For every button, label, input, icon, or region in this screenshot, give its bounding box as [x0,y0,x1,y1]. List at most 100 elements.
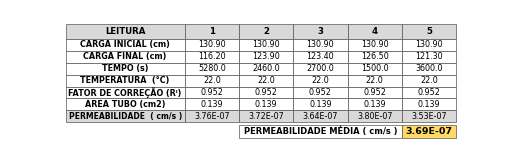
Text: PERMEABILIDADE MÉDIA ( cm/s ): PERMEABILIDADE MÉDIA ( cm/s ) [244,127,397,136]
Text: 130.90: 130.90 [252,40,280,49]
Text: 130.90: 130.90 [306,40,334,49]
Bar [348,75,402,87]
Bar [66,75,185,87]
Text: 0.139: 0.139 [309,100,332,109]
Text: FATOR DE CORREÇÃO (Rᴵ): FATOR DE CORREÇÃO (Rᴵ) [69,87,182,98]
Bar [185,39,239,51]
Bar [239,63,293,75]
Bar [66,39,185,51]
Text: 116.20: 116.20 [198,52,225,61]
Bar [66,63,185,75]
Bar [185,75,239,87]
Text: 0.139: 0.139 [363,100,386,109]
Bar [185,110,239,122]
Bar [185,63,239,75]
Text: 130.90: 130.90 [361,40,388,49]
Bar [293,39,348,51]
Bar [348,39,402,51]
Bar [293,75,348,87]
Bar [348,24,402,39]
Text: 0.952: 0.952 [363,88,386,97]
Text: 0.952: 0.952 [254,88,277,97]
Text: CARGA FINAL (cm): CARGA FINAL (cm) [83,52,167,61]
Bar [239,51,293,63]
Text: 121.30: 121.30 [415,52,443,61]
Bar [66,24,185,39]
Text: AREA TUBO (cm2): AREA TUBO (cm2) [85,100,165,109]
Bar [402,39,456,51]
Text: LEITURA: LEITURA [105,27,146,36]
Bar [66,98,185,110]
Bar [402,110,456,122]
Bar [239,87,293,98]
Bar [185,51,239,63]
Text: 3.64E-07: 3.64E-07 [303,112,338,121]
Bar [402,75,456,87]
Text: 22.0: 22.0 [257,76,275,85]
Bar [66,110,185,122]
Bar [293,110,348,122]
Text: 123.40: 123.40 [306,52,334,61]
Text: 130.90: 130.90 [415,40,443,49]
Bar [402,87,456,98]
Bar [402,125,456,138]
Bar [66,51,185,63]
Text: 0.139: 0.139 [418,100,440,109]
Bar [293,87,348,98]
Bar [402,24,456,39]
Bar [293,63,348,75]
Text: 0.952: 0.952 [201,88,223,97]
Text: PERMEABILIDADE  ( cm/s ): PERMEABILIDADE ( cm/s ) [69,112,182,121]
Bar [293,51,348,63]
Text: TEMPERATURA  (°C): TEMPERATURA (°C) [80,76,170,85]
Text: 0.952: 0.952 [309,88,332,97]
Text: 0.139: 0.139 [255,100,277,109]
Bar [402,98,456,110]
Bar [348,51,402,63]
Bar [185,24,239,39]
Text: 3600.0: 3600.0 [415,64,443,73]
Bar [239,125,402,138]
Bar [239,98,293,110]
Text: 3.76E-07: 3.76E-07 [194,112,230,121]
Bar [66,87,185,98]
Bar [402,51,456,63]
Bar [348,98,402,110]
Text: 0.952: 0.952 [417,88,440,97]
Bar [185,87,239,98]
Text: 2700.0: 2700.0 [306,64,334,73]
Text: 1500.0: 1500.0 [361,64,388,73]
Text: 2: 2 [263,27,269,36]
Bar [239,24,293,39]
Bar [293,98,348,110]
Text: 4: 4 [372,27,378,36]
Text: 3.72E-07: 3.72E-07 [248,112,284,121]
Text: 3.80E-07: 3.80E-07 [357,112,392,121]
Text: 3.69E-07: 3.69E-07 [406,127,453,136]
Text: 123.90: 123.90 [252,52,280,61]
Text: 3: 3 [318,27,323,36]
Text: 3.53E-07: 3.53E-07 [411,112,447,121]
Bar [239,39,293,51]
Bar [348,87,402,98]
Text: 22.0: 22.0 [312,76,329,85]
Text: 130.90: 130.90 [198,40,225,49]
Text: TEMPO (s): TEMPO (s) [102,64,149,73]
Text: 126.50: 126.50 [361,52,388,61]
Bar [348,110,402,122]
Text: 0.139: 0.139 [201,100,223,109]
Text: 22.0: 22.0 [366,76,384,85]
Bar [239,110,293,122]
Text: CARGA INICIAL (cm): CARGA INICIAL (cm) [80,40,170,49]
Text: 1: 1 [209,27,215,36]
Text: 22.0: 22.0 [203,76,221,85]
Bar [293,24,348,39]
Bar [185,98,239,110]
Bar [348,63,402,75]
Text: 2460.0: 2460.0 [252,64,280,73]
Bar [239,75,293,87]
Bar [402,63,456,75]
Text: 5: 5 [426,27,432,36]
Text: 5280.0: 5280.0 [198,64,225,73]
Text: 22.0: 22.0 [420,76,438,85]
